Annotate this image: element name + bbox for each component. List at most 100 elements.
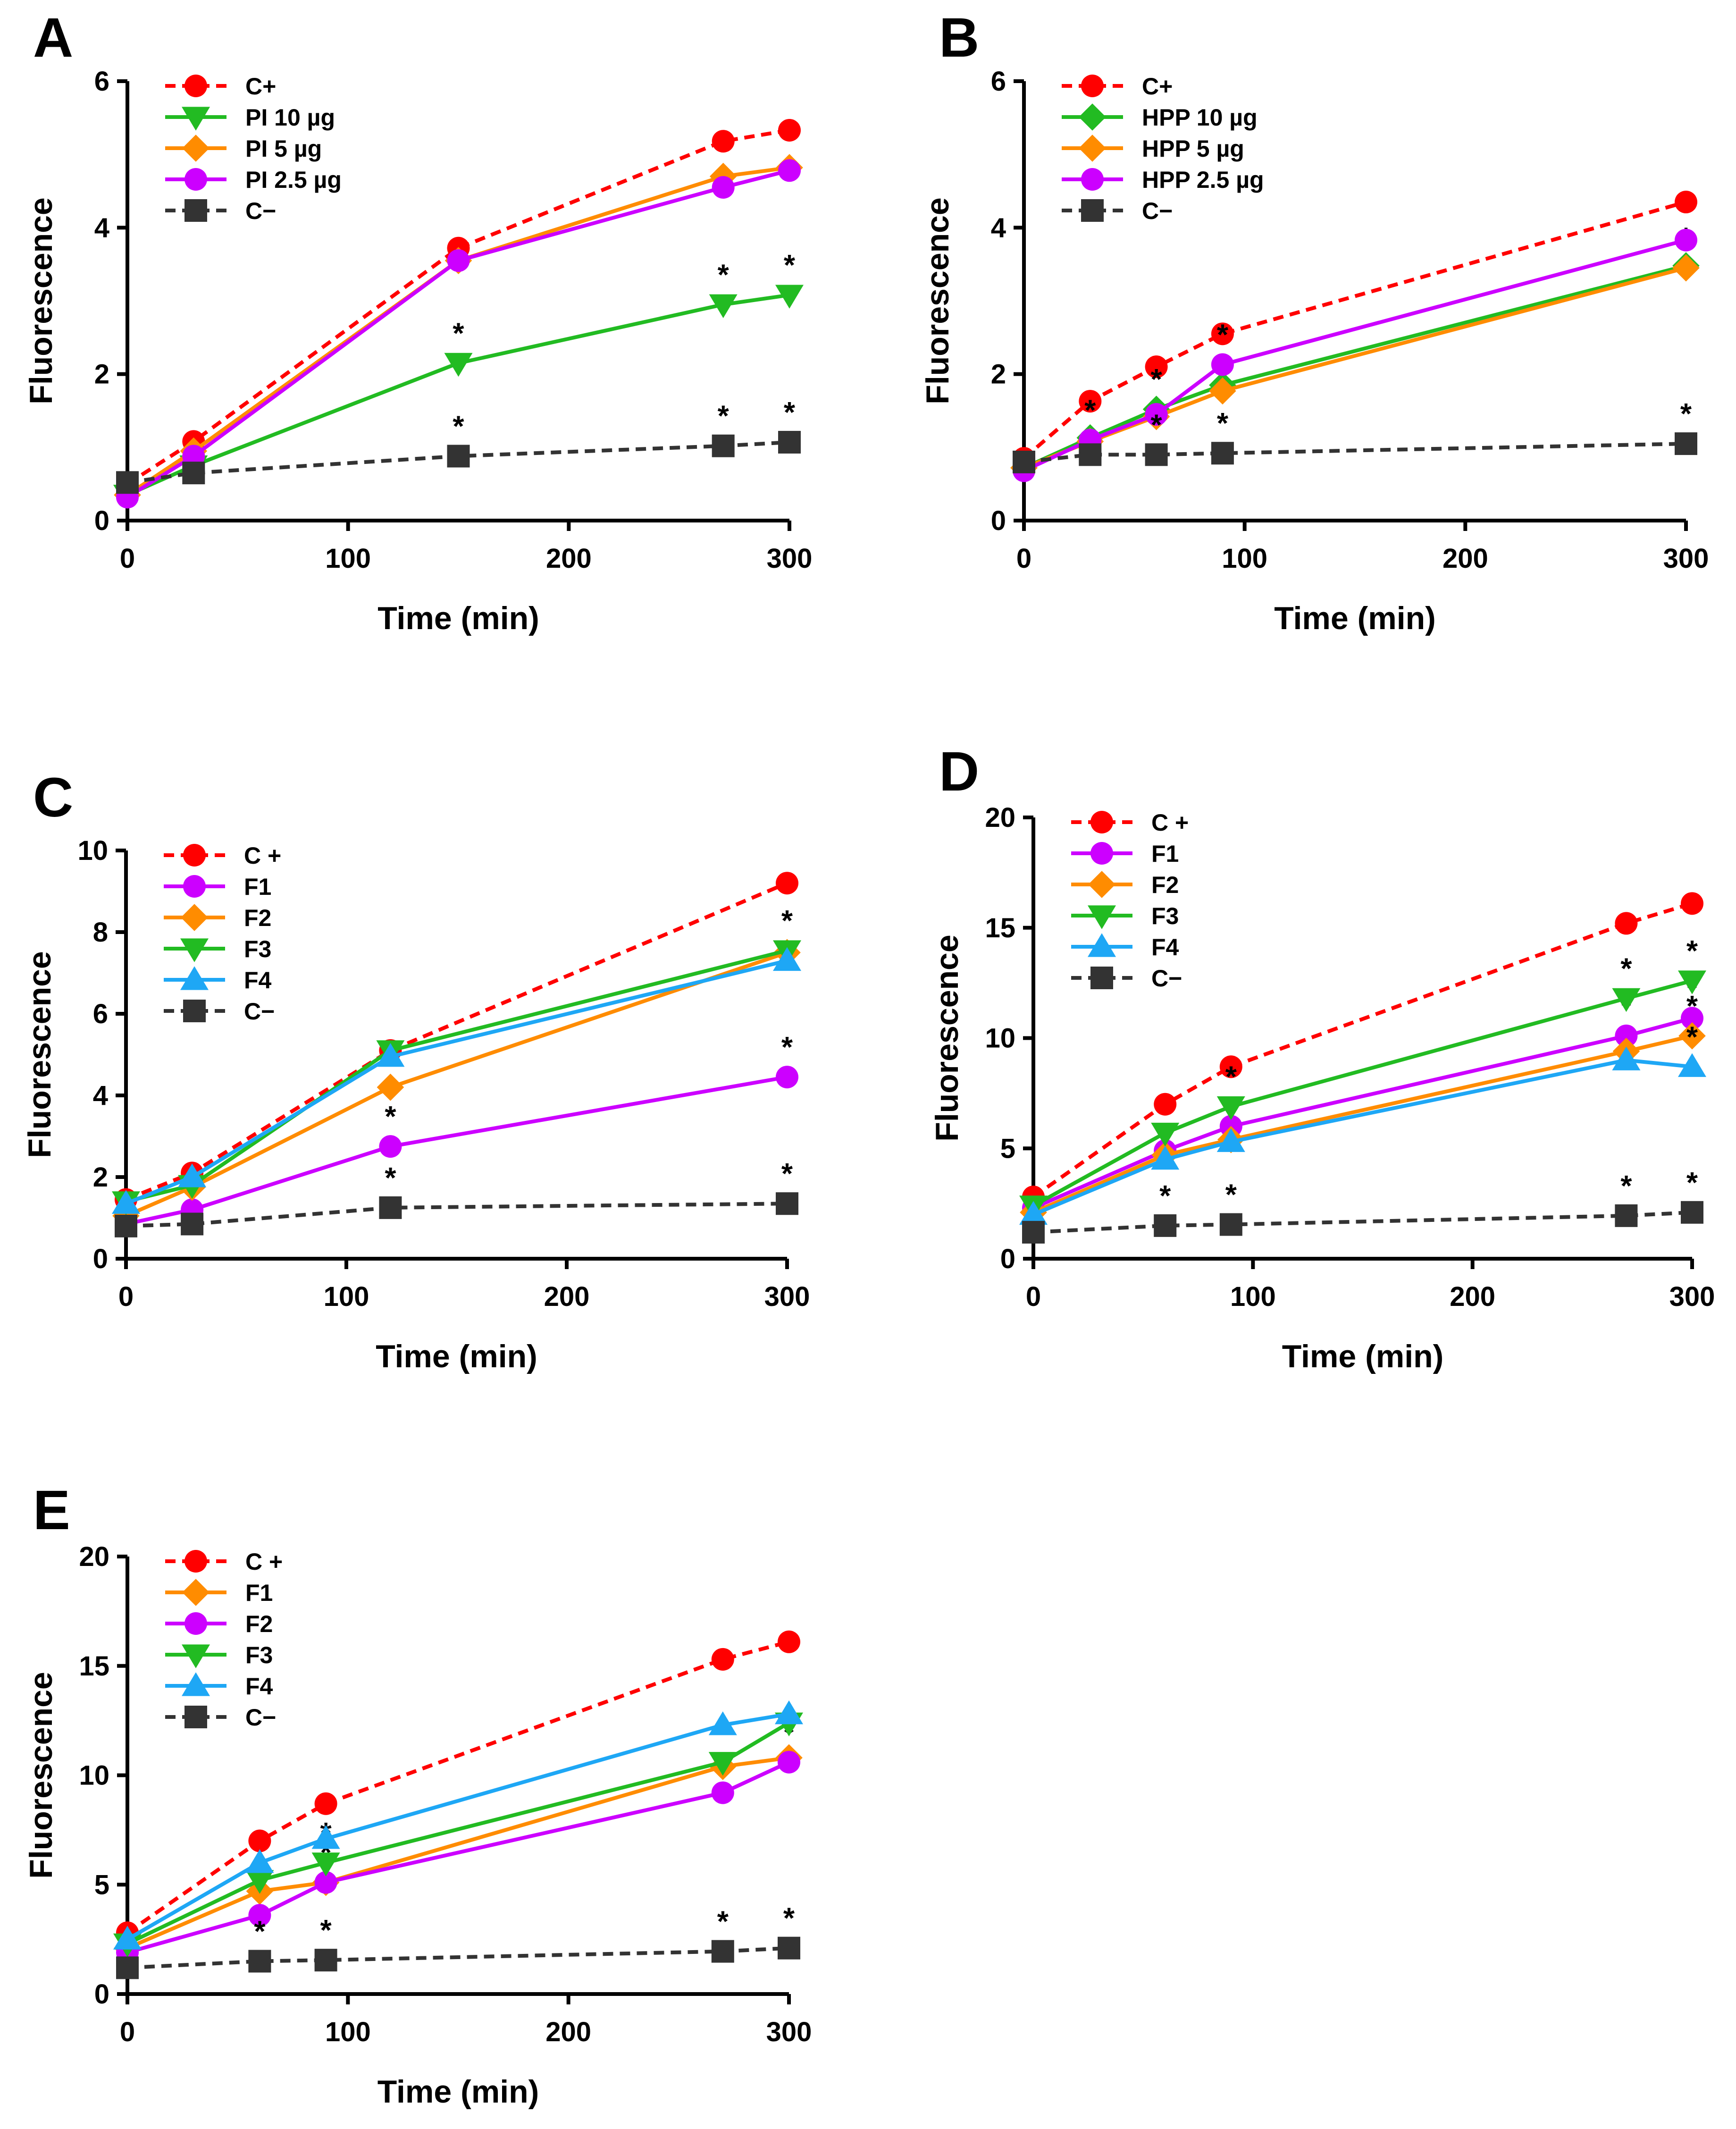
legend-item: C +: [165, 1548, 283, 1575]
series-line: [1032, 1034, 1693, 1214]
data-point: [1615, 1204, 1638, 1227]
legend-label: C−: [245, 198, 276, 224]
series-4: [112, 947, 801, 1214]
series-5: * * * *: [116, 1902, 800, 1979]
x-tick-label: 300: [764, 1281, 810, 1312]
data-point: [1145, 443, 1168, 466]
significance-star: *: [320, 1914, 332, 1947]
legend-item: C−: [165, 198, 276, 224]
legend-label: F3: [245, 1642, 273, 1668]
legend-label: F4: [1151, 934, 1179, 960]
legend-marker: [1088, 933, 1116, 957]
y-tick-label: 6: [991, 66, 1006, 97]
data-point: [775, 285, 804, 309]
panel-letter: B: [939, 7, 979, 69]
significance-star: *: [1159, 1180, 1171, 1212]
data-point: [1145, 403, 1168, 426]
data-point: [311, 1852, 340, 1877]
legend-item: F3: [164, 936, 271, 962]
data-point: [1209, 377, 1236, 405]
significance-star: *: [453, 317, 464, 350]
data-point: [447, 445, 470, 468]
legend-label: C +: [245, 1548, 283, 1575]
legend-item: F1: [164, 874, 271, 900]
legend-marker: [1079, 135, 1106, 162]
y-axis-title: Fluorescence: [920, 197, 956, 404]
legend-marker: [185, 168, 207, 191]
y-tick-label: 0: [94, 1979, 109, 2010]
y-tick-label: 0: [1000, 1244, 1015, 1274]
legend-item: PI 10 µg: [165, 104, 335, 131]
legend-item: C +: [1071, 809, 1189, 836]
legend-marker: [182, 1579, 210, 1606]
data-point: [1675, 432, 1697, 455]
data-point: [245, 1870, 274, 1894]
y-axis-title: Fluorescence: [22, 951, 58, 1158]
significance-star: *: [1217, 319, 1229, 351]
data-point: [775, 1700, 803, 1725]
legend-item: HPP 5 µg: [1062, 135, 1244, 162]
legend-item: F3: [1071, 903, 1179, 929]
data-point: [248, 1829, 271, 1852]
data-point: [1681, 1007, 1703, 1030]
legend-label: C−: [1151, 965, 1182, 992]
significance-star: *: [1680, 398, 1692, 430]
significance-star: *: [1084, 394, 1096, 427]
data-point: [314, 1949, 337, 1972]
series-line: [125, 959, 788, 1205]
series-line: [126, 1075, 788, 1226]
data-point: [181, 1212, 204, 1236]
x-tick-label: 100: [1222, 543, 1267, 574]
series-line: [1023, 442, 1686, 464]
legend-label: F2: [245, 1611, 273, 1637]
legend-label: HPP 2.5 µg: [1142, 167, 1264, 193]
x-tick-label: 200: [1442, 543, 1488, 574]
x-tick-label: 100: [1230, 1281, 1276, 1312]
x-tick-label: 200: [1450, 1281, 1495, 1312]
legend-marker: [183, 875, 206, 898]
data-point: [712, 130, 735, 153]
legend-item: HPP 10 µg: [1062, 103, 1258, 131]
series-3: ***: [1019, 935, 1706, 1220]
series-line: [126, 1640, 790, 1935]
series-line: [1033, 1210, 1693, 1234]
data-point: [113, 1926, 142, 1950]
series-4: * * *: [1013, 398, 1697, 473]
data-point: [778, 118, 801, 142]
legend-label: C+: [1142, 73, 1173, 100]
significance-star: *: [784, 249, 796, 282]
legend-item: C−: [165, 1704, 276, 1731]
data-point: [314, 1871, 337, 1894]
legend-item: F2: [165, 1611, 273, 1637]
legend-marker: [185, 75, 207, 97]
legend-label: F1: [244, 874, 271, 900]
y-tick-label: 4: [93, 1080, 108, 1111]
panel-letter: C: [33, 766, 73, 829]
legend-item: C +: [164, 842, 281, 869]
series-1: **: [1022, 972, 1703, 1220]
legend-label: C+: [245, 73, 276, 100]
x-tick-label: 300: [766, 2017, 812, 2047]
series-line: [125, 881, 788, 1202]
data-point: [1216, 1096, 1245, 1120]
legend-label: F2: [244, 905, 271, 931]
legend-label: C +: [1151, 809, 1189, 836]
data-point: [377, 1073, 404, 1101]
data-point: [1219, 1055, 1242, 1078]
legend: C+ PI 10 µg PI 5 µg PI 2.5 µg C−: [165, 73, 342, 224]
significance-star: *: [254, 1915, 266, 1948]
series-line: [126, 128, 790, 486]
y-tick-label: 15: [985, 913, 1015, 943]
legend-label: F1: [245, 1580, 273, 1606]
legend-label: F2: [1151, 872, 1179, 898]
data-point: [115, 1214, 137, 1237]
data-point: [778, 1936, 800, 1960]
legend-item: F2: [164, 904, 271, 931]
series-4: [113, 1700, 803, 1950]
x-tick-label: 0: [1026, 1281, 1041, 1312]
legend-marker: [180, 966, 209, 990]
x-tick-label: 200: [546, 543, 592, 574]
legend: C + F1 F2 F3 F4 C−: [165, 1548, 283, 1731]
